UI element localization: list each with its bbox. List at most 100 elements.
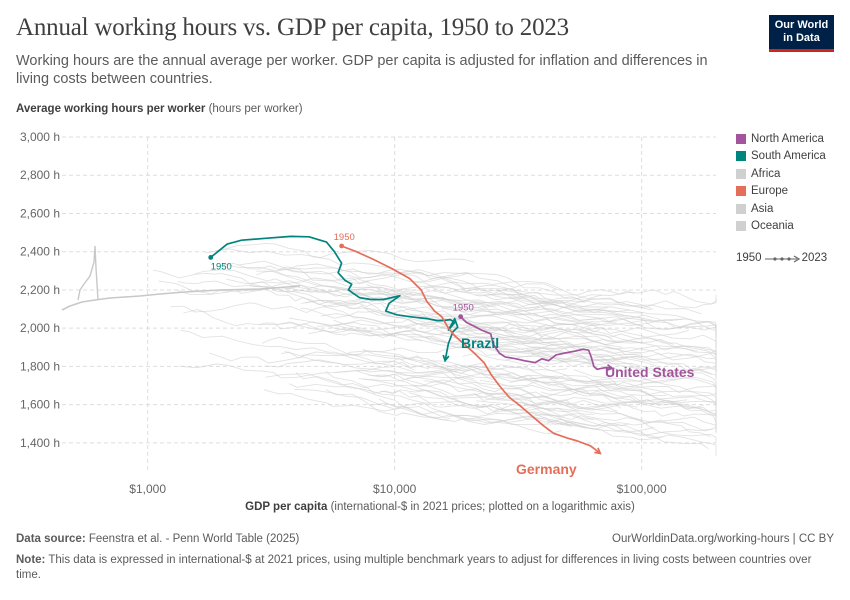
grid-lines xyxy=(62,136,716,470)
y-axis-title-main: Average working hours per worker xyxy=(16,103,206,115)
legend-item[interactable]: Oceania xyxy=(736,218,826,236)
background-country-line xyxy=(406,376,717,432)
series-start-label: 1950 xyxy=(334,232,355,243)
legend-item[interactable]: South America xyxy=(736,148,826,166)
background-country-line xyxy=(412,281,585,303)
y-tick-label: 2,400 h xyxy=(20,245,60,259)
background-country-line xyxy=(152,269,370,288)
legend: North America South America Africa Europe As… xyxy=(736,130,826,235)
background-country-line xyxy=(427,364,617,391)
data-source: Data source: Feenstra et al. - Penn Worl… xyxy=(16,533,299,545)
legend-label: North America xyxy=(751,132,824,145)
legend-label: Asia xyxy=(751,202,774,215)
y-tick-label: 2,000 h xyxy=(20,321,60,335)
background-country-line xyxy=(170,300,498,320)
legend-swatch xyxy=(736,133,746,144)
background-country-line xyxy=(177,280,404,302)
y-tick-label: 1,400 h xyxy=(20,436,60,450)
background-country-line xyxy=(576,352,717,406)
legend-label: Europe xyxy=(751,185,789,198)
legend-label: South America xyxy=(751,150,826,163)
background-country-line xyxy=(494,407,713,437)
owid-logo[interactable]: Our World in Data xyxy=(769,15,834,52)
background-country-line xyxy=(325,371,512,415)
timeline-end: 2023 xyxy=(801,252,828,264)
timeline-start: 1950 xyxy=(736,252,762,264)
background-country-line xyxy=(358,378,711,438)
legend-swatch xyxy=(736,151,746,162)
y-axis-title-unit: (hours per worker) xyxy=(205,103,303,115)
series-end-arrow xyxy=(442,354,450,363)
background-country-line xyxy=(278,267,559,291)
legend-label: Africa xyxy=(751,167,781,180)
background-country-line xyxy=(194,269,372,300)
series-start-point xyxy=(339,243,345,249)
background-country-line xyxy=(366,284,550,310)
logo-line-1: Our World xyxy=(774,19,829,31)
y-axis-title: Average working hours per worker (hours … xyxy=(16,103,303,115)
series-line-united-states[interactable] xyxy=(459,316,613,371)
background-country-line xyxy=(479,379,717,417)
background-country-line xyxy=(441,306,652,322)
series-end-arrow xyxy=(606,363,614,372)
series-start-point xyxy=(458,314,464,320)
background-country-line xyxy=(256,270,608,312)
background-country-line xyxy=(423,373,717,419)
background-country-line xyxy=(325,389,595,424)
background-country-line xyxy=(216,263,413,296)
chart-subtitle: Working hours are the annual average per… xyxy=(16,53,708,87)
background-country-line xyxy=(347,270,559,304)
data-source-label: Data source: xyxy=(16,533,86,545)
background-country-line xyxy=(294,388,572,427)
x-tick-label: $100,000 xyxy=(617,482,667,496)
legend-item[interactable]: Asia xyxy=(736,200,826,218)
timeline-legend[interactable]: 1950 2023 xyxy=(736,252,827,264)
background-country-line xyxy=(265,373,557,401)
background-country-line xyxy=(323,305,624,358)
background-country-line xyxy=(370,402,655,433)
background-country-line xyxy=(474,294,652,311)
background-country-line xyxy=(179,363,474,380)
series-start-point xyxy=(208,255,214,260)
background-country-line xyxy=(158,280,505,316)
background-country-line xyxy=(526,348,717,377)
background-country-line xyxy=(435,329,674,347)
y-tick-label: 2,200 h xyxy=(20,283,60,297)
background-country-line xyxy=(362,375,704,410)
y-tick-label: 2,800 h xyxy=(20,168,60,182)
background-country-line xyxy=(284,350,459,374)
legend-swatch xyxy=(736,186,746,197)
y-tick-label: 2,600 h xyxy=(20,206,60,220)
background-country-line xyxy=(506,373,688,405)
background-country-line xyxy=(531,352,713,375)
background-country-line xyxy=(221,262,539,310)
legend-swatch xyxy=(736,168,746,179)
legend-swatch xyxy=(736,203,746,214)
footnote: Note: This data is expressed in internat… xyxy=(16,553,836,583)
background-country-line xyxy=(440,332,717,368)
background-country-line xyxy=(259,322,557,345)
background-country-line xyxy=(77,245,99,301)
background-country-line xyxy=(308,330,595,364)
legend-item[interactable]: Europe xyxy=(736,183,826,201)
footnote-text: This data is expressed in international-… xyxy=(16,554,812,581)
background-country-line xyxy=(252,285,516,335)
timeline-arrow-icon xyxy=(764,254,800,263)
background-country-line xyxy=(401,284,635,296)
y-tick-label: 1,600 h xyxy=(20,398,60,412)
legend-item[interactable]: Africa xyxy=(736,165,826,183)
background-country-line xyxy=(363,307,623,348)
logo-line-2: in Data xyxy=(783,32,820,44)
background-country-lines xyxy=(61,242,717,457)
source-url-link[interactable]: OurWorldinData.org/working-hours | CC BY xyxy=(612,533,834,545)
background-country-line xyxy=(518,318,717,347)
series-line-brazil[interactable] xyxy=(210,235,459,361)
legend-item[interactable]: North America xyxy=(736,130,826,148)
series-line-germany[interactable] xyxy=(341,245,601,455)
chart-title: Annual working hours vs. GDP per capita,… xyxy=(16,14,569,41)
x-axis-title-main: GDP per capita xyxy=(245,501,328,513)
legend-swatch xyxy=(736,221,746,232)
background-country-line xyxy=(465,291,684,321)
background-country-line xyxy=(367,373,717,404)
x-axis-title-unit: (international-$ in 2021 prices; plotted… xyxy=(327,501,635,513)
